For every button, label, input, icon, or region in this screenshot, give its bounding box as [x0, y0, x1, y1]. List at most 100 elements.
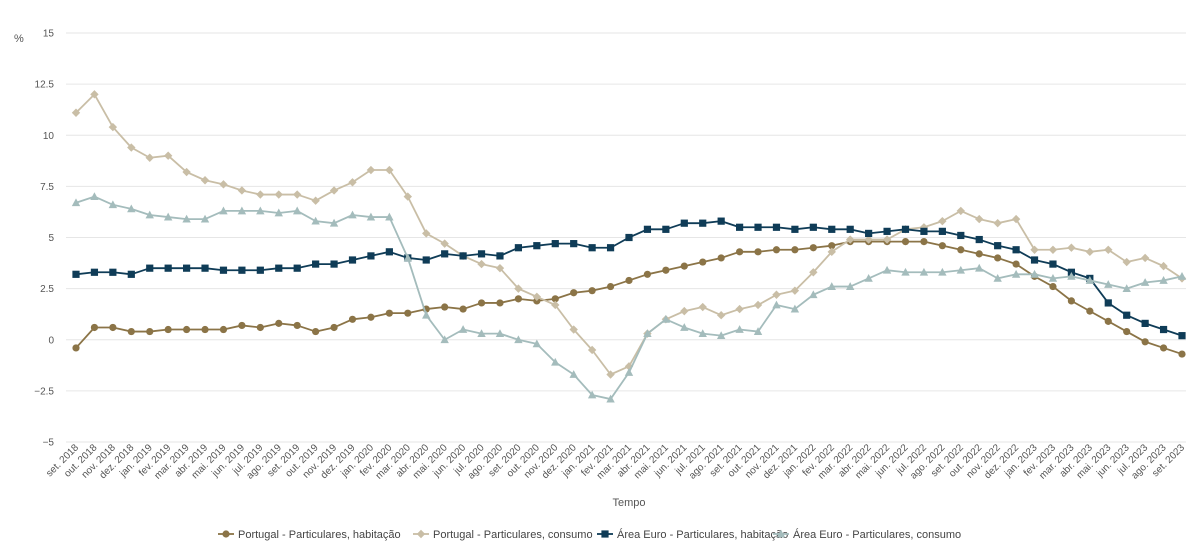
- data-point: [514, 284, 523, 293]
- data-point: [1104, 245, 1113, 254]
- data-point: [422, 256, 430, 264]
- data-point: [790, 286, 800, 295]
- data-point: [957, 231, 965, 240]
- data-point: [699, 258, 707, 266]
- data-point: [90, 268, 99, 276]
- data-point: [477, 259, 486, 269]
- data-point: [256, 206, 265, 215]
- data-point: [256, 266, 264, 274]
- data-point: [237, 186, 247, 195]
- data-point: [551, 295, 559, 303]
- y-tick-label: 0: [48, 335, 54, 346]
- legend-item[interactable]: Portugal - Particulares, habitação: [218, 529, 401, 541]
- data-point: [993, 218, 1002, 228]
- data-point: [496, 252, 504, 260]
- data-point: [200, 176, 210, 185]
- data-point: [532, 292, 542, 302]
- legend-item[interactable]: Portugal - Particulares, consumo: [413, 529, 593, 541]
- data-point: [459, 252, 467, 260]
- data-point: [772, 223, 781, 231]
- y-tick-label: 10: [43, 131, 55, 142]
- data-point: [680, 219, 688, 227]
- data-point: [1159, 325, 1168, 334]
- data-point: [293, 321, 301, 330]
- data-point: [1178, 332, 1186, 340]
- data-point: [661, 314, 671, 323]
- y-tick-label: 5: [48, 233, 54, 244]
- data-point: [219, 206, 228, 215]
- data-point: [496, 299, 504, 307]
- data-point: [385, 165, 394, 175]
- data-point: [71, 198, 81, 207]
- data-point: [348, 178, 357, 187]
- data-point: [883, 227, 891, 235]
- data-point: [643, 329, 652, 338]
- data-point: [957, 246, 965, 254]
- data-point: [993, 274, 1002, 282]
- data-point: [183, 325, 191, 334]
- data-point: [791, 246, 799, 254]
- data-point: [1011, 214, 1021, 224]
- data-point: [827, 247, 836, 257]
- data-point: [588, 244, 596, 252]
- data-point: [1140, 253, 1150, 263]
- data-point: [238, 321, 246, 330]
- data-point: [90, 90, 99, 99]
- data-point: [606, 282, 615, 291]
- data-point: [312, 260, 320, 268]
- data-point: [698, 302, 707, 312]
- data-point: [293, 206, 302, 215]
- data-point: [587, 390, 597, 399]
- data-point: [809, 244, 817, 252]
- data-point: [514, 244, 522, 252]
- data-point: [680, 262, 688, 270]
- data-point: [109, 268, 117, 276]
- data-point: [938, 267, 947, 276]
- data-point: [1086, 307, 1094, 315]
- data-point: [1123, 311, 1131, 319]
- data-point: [477, 250, 486, 258]
- data-point: [238, 266, 246, 274]
- data-point: [772, 246, 781, 254]
- data-point: [440, 239, 449, 248]
- data-point: [146, 327, 154, 336]
- legend-label: Área Euro - Particulares, habitação: [617, 528, 788, 541]
- data-point: [403, 192, 412, 201]
- legend-item[interactable]: Área Euro - Particulares, habitação: [597, 528, 788, 541]
- data-point: [1012, 260, 1020, 268]
- data-point: [625, 276, 633, 285]
- data-point: [1104, 299, 1112, 307]
- data-point: [753, 300, 763, 310]
- data-point: [90, 192, 99, 200]
- data-point: [163, 151, 173, 160]
- data-point: [956, 206, 965, 216]
- y-tick-label: 2.5: [40, 284, 54, 295]
- data-point: [72, 270, 80, 278]
- data-point: [680, 306, 689, 316]
- data-point: [311, 216, 320, 225]
- data-point: [1048, 274, 1058, 282]
- legend-item[interactable]: Área Euro - Particulares, consumo: [773, 528, 961, 541]
- data-point: [809, 290, 818, 299]
- data-point: [366, 165, 376, 175]
- data-point: [312, 327, 320, 336]
- data-point: [495, 329, 505, 338]
- data-point: [680, 323, 689, 331]
- y-axis: 15 12.5 10 7.5 5 2.5 0 −2.5 −5: [34, 29, 54, 449]
- data-point: [219, 180, 228, 189]
- y-axis-title: %: [14, 33, 24, 45]
- data-point: [164, 325, 172, 334]
- data-point: [146, 264, 154, 272]
- data-point: [828, 225, 836, 233]
- series-line: [75, 240, 1183, 355]
- data-point: [864, 274, 873, 282]
- data-point: [127, 270, 135, 278]
- data-point: [975, 250, 983, 258]
- data-point: [127, 204, 136, 213]
- data-point: [201, 264, 209, 272]
- legend: Portugal - Particulares, habitação Portug…: [218, 528, 961, 541]
- y-tick-label: −2.5: [34, 386, 54, 397]
- y-tick-label: 12.5: [35, 80, 55, 91]
- data-point: [90, 323, 99, 332]
